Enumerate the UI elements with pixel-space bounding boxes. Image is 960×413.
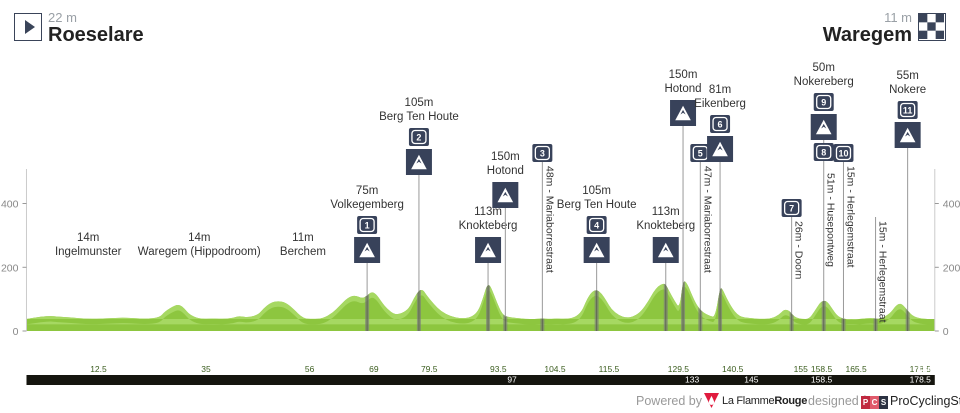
svg-text:Hotond: Hotond: [487, 165, 524, 177]
svg-text:Berg Ten Houte: Berg Ten Houte: [557, 199, 637, 211]
svg-text:1: 1: [365, 220, 370, 230]
svg-text:15m - Herlegemstraat: 15m - Herlegemstraat: [877, 221, 889, 323]
svg-text:Berchem: Berchem: [280, 246, 326, 258]
svg-text:140.5: 140.5: [722, 364, 744, 374]
svg-text:129.5: 129.5: [668, 364, 690, 374]
svg-text:11m: 11m: [292, 232, 314, 244]
svg-text:184: 184: [917, 364, 934, 375]
svg-text:14m: 14m: [77, 232, 99, 244]
svg-text:75m: 75m: [356, 185, 378, 197]
svg-text:11: 11: [903, 105, 913, 115]
svg-text:47m - Mariaborrestraat: 47m - Mariaborrestraat: [701, 166, 713, 273]
svg-text:0: 0: [28, 364, 33, 375]
svg-text:14m: 14m: [188, 232, 210, 244]
svg-text:150m: 150m: [491, 151, 520, 163]
svg-text:97: 97: [507, 375, 517, 385]
svg-text:104.5: 104.5: [544, 364, 566, 374]
svg-text:2: 2: [416, 132, 421, 142]
svg-text:400: 400: [1, 199, 19, 211]
svg-text:35: 35: [201, 364, 211, 374]
svg-text:12.5: 12.5: [90, 364, 107, 374]
svg-text:Knokteberg: Knokteberg: [459, 220, 518, 232]
svg-text:150m: 150m: [669, 69, 698, 81]
svg-text:200: 200: [943, 262, 960, 274]
svg-text:158.5: 158.5: [811, 364, 833, 374]
svg-text:55m: 55m: [896, 70, 918, 82]
svg-text:0: 0: [13, 326, 19, 338]
svg-text:48m - Mariaborrestraat: 48m - Mariaborrestraat: [543, 166, 555, 273]
svg-text:Nokere: Nokere: [889, 84, 926, 96]
svg-text:165.5: 165.5: [845, 364, 867, 374]
svg-text:8: 8: [821, 147, 826, 157]
svg-text:400: 400: [943, 199, 960, 211]
svg-text:115.5: 115.5: [599, 364, 620, 374]
svg-text:Berg Ten Houte: Berg Ten Houte: [379, 111, 459, 123]
svg-text:79.5: 79.5: [421, 364, 438, 374]
svg-text:Eikenberg: Eikenberg: [694, 98, 746, 110]
svg-text:200: 200: [1, 262, 19, 274]
svg-text:51m - Husepontweg: 51m - Husepontweg: [825, 173, 837, 267]
svg-text:81m: 81m: [709, 84, 731, 96]
svg-text:50m: 50m: [813, 62, 835, 74]
svg-text:3: 3: [540, 148, 545, 158]
svg-text:155: 155: [794, 364, 808, 374]
svg-text:5: 5: [698, 148, 703, 158]
svg-text:Knokteberg: Knokteberg: [636, 220, 695, 232]
svg-text:15m - Herlegemstraat: 15m - Herlegemstraat: [844, 166, 856, 268]
svg-text:178.5: 178.5: [910, 375, 932, 385]
svg-text:145: 145: [744, 375, 758, 385]
svg-text:7: 7: [789, 203, 794, 213]
svg-text:Hotond: Hotond: [664, 83, 701, 95]
svg-text:133: 133: [685, 375, 699, 385]
svg-text:158.5: 158.5: [811, 375, 833, 385]
svg-text:113m: 113m: [652, 206, 680, 218]
svg-text:105m: 105m: [405, 97, 434, 109]
svg-text:Nokereberg: Nokereberg: [794, 76, 854, 88]
svg-text:Waregem (Hippodroom): Waregem (Hippodroom): [138, 246, 261, 258]
svg-text:Ingelmunster: Ingelmunster: [55, 246, 122, 258]
svg-text:6: 6: [718, 119, 723, 129]
svg-text:69: 69: [369, 364, 379, 374]
svg-text:105m: 105m: [582, 185, 611, 197]
svg-text:4: 4: [594, 220, 599, 230]
svg-text:93.5: 93.5: [490, 364, 507, 374]
svg-text:10: 10: [838, 148, 848, 158]
svg-text:9: 9: [821, 97, 826, 107]
svg-text:26m - Doorn: 26m - Doorn: [793, 221, 805, 280]
svg-text:0: 0: [943, 326, 949, 338]
svg-text:Volkegemberg: Volkegemberg: [330, 199, 404, 211]
svg-text:56: 56: [305, 364, 315, 374]
